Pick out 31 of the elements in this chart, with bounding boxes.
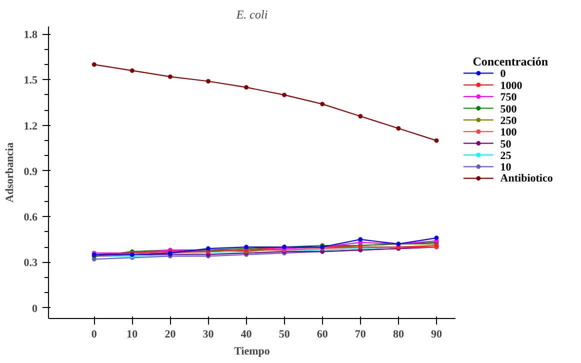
y-axis-title: Adsorbancia	[4, 142, 16, 202]
legend-label: 100	[500, 126, 518, 139]
legend-label: Antibiotico	[500, 172, 554, 184]
y-tick-label: 0.9	[24, 166, 38, 178]
x-tick-label: 20	[164, 328, 176, 340]
x-tick-label: 40	[240, 328, 252, 340]
legend-label: 25	[500, 150, 512, 162]
x-axis-title: Tiempo	[234, 346, 270, 358]
y-tick-label: 1.2	[24, 120, 38, 132]
legend-label: 500	[500, 103, 518, 116]
y-tick-label: 0.3	[24, 257, 38, 270]
legend-label: 50	[500, 138, 512, 150]
chart-title: E. coli	[235, 8, 268, 22]
legend-title: Concentración	[472, 54, 548, 69]
legend-label: 0	[500, 68, 506, 80]
y-tick-label: 1.5	[24, 74, 38, 87]
x-tick-label: 0	[91, 328, 98, 340]
legend-label: 10	[500, 162, 512, 174]
legend-label: 250	[500, 114, 518, 127]
x-tick-label: 50	[278, 328, 290, 340]
x-tick-label: 30	[202, 328, 214, 340]
x-tick-label: 90	[430, 328, 442, 340]
x-tick-label: 70	[354, 328, 366, 340]
y-tick-label: 0.6	[24, 212, 38, 224]
x-tick-label: 80	[392, 328, 404, 340]
y-tick-label: 0	[32, 302, 38, 315]
x-tick-label: 60	[316, 328, 328, 340]
x-tick-label: 10	[126, 328, 138, 340]
legend-label: 750	[500, 92, 518, 104]
y-tick-label: 1.8	[24, 29, 38, 42]
legend-label: 1000	[500, 80, 523, 92]
